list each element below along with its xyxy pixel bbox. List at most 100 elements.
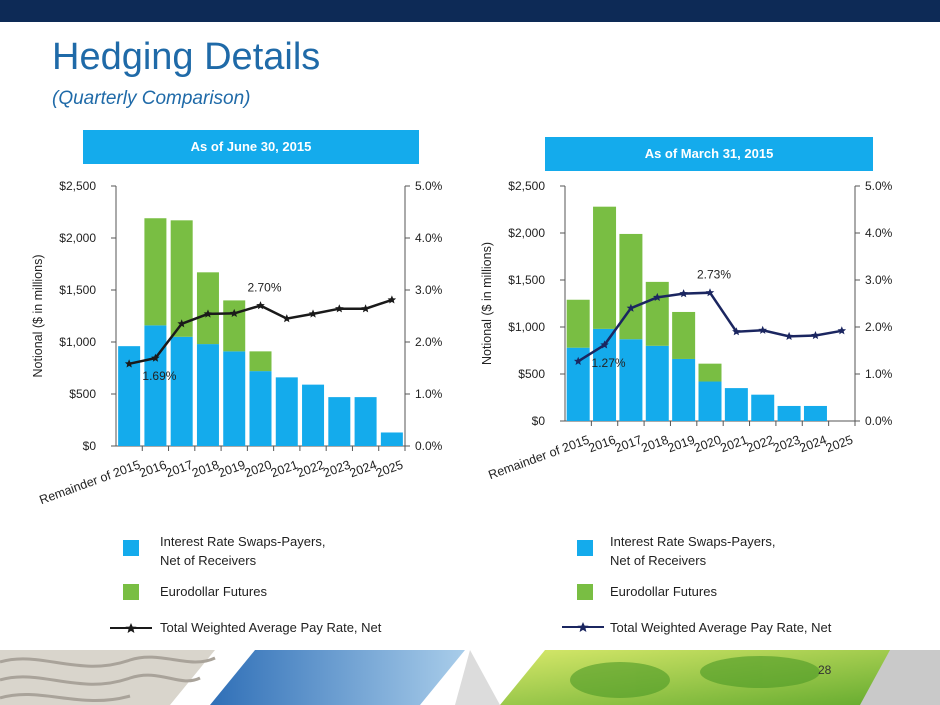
right-chart-banner: As of March 31, 2015 <box>545 137 873 171</box>
left-chart-bar-futures <box>223 300 246 352</box>
legend-rate-label-right: Total Weighted Average Pay Rate, Net <box>610 620 832 635</box>
right-chart-rate-marker <box>811 331 820 340</box>
right-chart-bar-swaps <box>698 381 722 421</box>
left-chart-rate-marker <box>124 359 134 368</box>
right-chart-y2-tick-label: 1.0% <box>865 367 893 381</box>
left-chart-data-label: 2.70% <box>247 281 281 295</box>
legend-futures-swatch-left <box>123 584 139 600</box>
right-chart-data-label: 2.73% <box>697 268 731 282</box>
legend-rate-label-left: Total Weighted Average Pay Rate, Net <box>160 620 382 635</box>
page-title: Hedging Details <box>52 36 321 78</box>
right-chart-rate-marker <box>758 325 767 334</box>
left-chart-y2-tick-label: 4.0% <box>415 231 443 245</box>
right-chart-rate-marker <box>837 326 847 335</box>
left-chart-y-tick-label: $0 <box>83 439 97 453</box>
right-chart-y2-tick-label: 2.0% <box>865 320 893 334</box>
left-chart-y2-tick-label: 2.0% <box>415 335 443 349</box>
right-chart-rate-marker <box>626 303 636 312</box>
left-chart-x-tick-label: 2025 <box>374 458 405 481</box>
right-chart-y-axis-title: Notional ($ in millions) <box>480 242 494 365</box>
right-chart-x-tick-label: 2025 <box>824 433 855 456</box>
left-chart-rate-marker <box>203 309 213 318</box>
right-chart-y2-tick-label: 4.0% <box>865 226 893 240</box>
right-chart-rate-marker <box>653 292 662 301</box>
left-chart-rate-marker <box>361 304 370 313</box>
right-chart-rate-marker <box>679 289 688 298</box>
left-chart-bar-swaps <box>328 397 351 446</box>
right-chart-y2-tick-label: 0.0% <box>865 414 893 428</box>
left-chart-bar-swaps <box>223 351 246 446</box>
right-chart-bar-swaps <box>751 394 775 421</box>
left-chart-bar-futures <box>170 220 193 337</box>
right-chart-x-tick-label: Remainder of 2015 <box>487 433 592 483</box>
right-chart-y-tick-label: $2,000 <box>508 226 545 240</box>
left-chart-y2-tick-label: 0.0% <box>415 439 443 453</box>
left-chart-rate-marker <box>256 301 265 310</box>
right-chart-bar-swaps <box>645 345 669 421</box>
left-chart-y-axis-title: Notional ($ in millions) <box>31 255 45 378</box>
right-chart-rate-marker <box>784 331 794 340</box>
right-chart-bar-swaps <box>777 405 801 421</box>
left-chart-y-tick-label: $1,000 <box>59 335 96 349</box>
right-chart-bar-swaps <box>803 405 827 421</box>
right-chart-y-tick-label: $2,500 <box>508 179 545 193</box>
right-chart-data-label: 1.27% <box>592 356 626 370</box>
right-chart-rate-marker <box>732 327 741 336</box>
right-chart-bar-futures <box>593 206 617 329</box>
right-chart-rate-marker <box>573 356 583 365</box>
footer-image-strip <box>0 650 940 705</box>
legend-swaps-label-right: Interest Rate Swaps-Payers, Net of Recei… <box>610 534 776 568</box>
right-chart-y2-tick-label: 5.0% <box>865 179 893 193</box>
right-chart-y-tick-label: $1,000 <box>508 320 545 334</box>
right-chart-bar-swaps <box>724 388 748 421</box>
left-chart-bar-swaps <box>144 325 167 446</box>
legend-swaps-label-left: Interest Rate Swaps-Payers, Net of Recei… <box>160 534 326 568</box>
right-chart-bar-swaps <box>672 358 696 421</box>
left-chart-bar-swaps <box>249 371 272 446</box>
right-chart-bar-futures <box>619 233 643 340</box>
left-chart-y2-tick-label: 3.0% <box>415 283 443 297</box>
left-chart-bar-swaps <box>196 344 219 446</box>
right-chart-bar-futures <box>698 363 722 382</box>
right-chart-y-tick-label: $0 <box>532 414 546 428</box>
legend-rate-line-right <box>562 622 604 632</box>
right-chart-bar-futures <box>645 281 669 346</box>
left-chart-x-tick-label: Remainder of 2015 <box>37 458 142 508</box>
legend-futures-label-left: Eurodollar Futures <box>160 584 267 599</box>
right-chart-bar-futures <box>566 299 590 348</box>
left-chart-bar-futures <box>249 351 272 372</box>
legend-swaps-swatch-right <box>577 540 593 556</box>
top-navy-bar <box>0 0 940 22</box>
right-chart-bar-swaps <box>619 339 643 421</box>
left-chart-banner: As of June 30, 2015 <box>83 130 419 164</box>
right-chart-y2-tick-label: 3.0% <box>865 273 893 287</box>
left-chart-rate-marker <box>229 308 239 317</box>
left-chart-y-tick-label: $1,500 <box>59 283 96 297</box>
left-chart-rate-marker <box>387 295 397 304</box>
legend-swaps-swatch-left <box>123 540 139 556</box>
legend-futures-label-right: Eurodollar Futures <box>610 584 717 599</box>
left-chart-bar-swaps <box>380 432 403 446</box>
left-chart-bar-swaps <box>354 397 377 446</box>
legend-rate-line-left <box>110 623 152 633</box>
page-subtitle: (Quarterly Comparison) <box>52 88 251 109</box>
left-chart-rate-marker <box>335 304 344 313</box>
right-chart-rate-line <box>577 291 843 363</box>
left-chart-y-tick-label: $2,000 <box>59 231 96 245</box>
right-chart-bar-swaps <box>566 347 590 421</box>
left-chart-rate-marker <box>282 314 292 323</box>
left-chart-y2-tick-label: 1.0% <box>415 387 443 401</box>
right-chart-y-tick-label: $500 <box>518 367 545 381</box>
left-chart-rate-marker <box>151 353 160 362</box>
left-chart-bar-swaps <box>302 384 325 446</box>
charts-canvas: $0 $500 $1,000 $1,500 $2,000 $2,500 0.0% 1.0% 2.… <box>31 179 893 508</box>
right-chart-rate-marker <box>600 340 609 349</box>
legend-futures-swatch-right <box>577 584 593 600</box>
left-chart-y-tick-label: $2,500 <box>59 179 96 193</box>
left-chart-y2-tick-label: 5.0% <box>415 179 443 193</box>
left-chart-rate-marker <box>308 309 318 318</box>
right-chart-y-tick-label: $1,500 <box>508 273 545 287</box>
left-chart-rate-marker <box>177 319 186 328</box>
right-chart-bar-futures <box>672 311 696 359</box>
left-chart-data-label: 1.69% <box>142 369 176 383</box>
